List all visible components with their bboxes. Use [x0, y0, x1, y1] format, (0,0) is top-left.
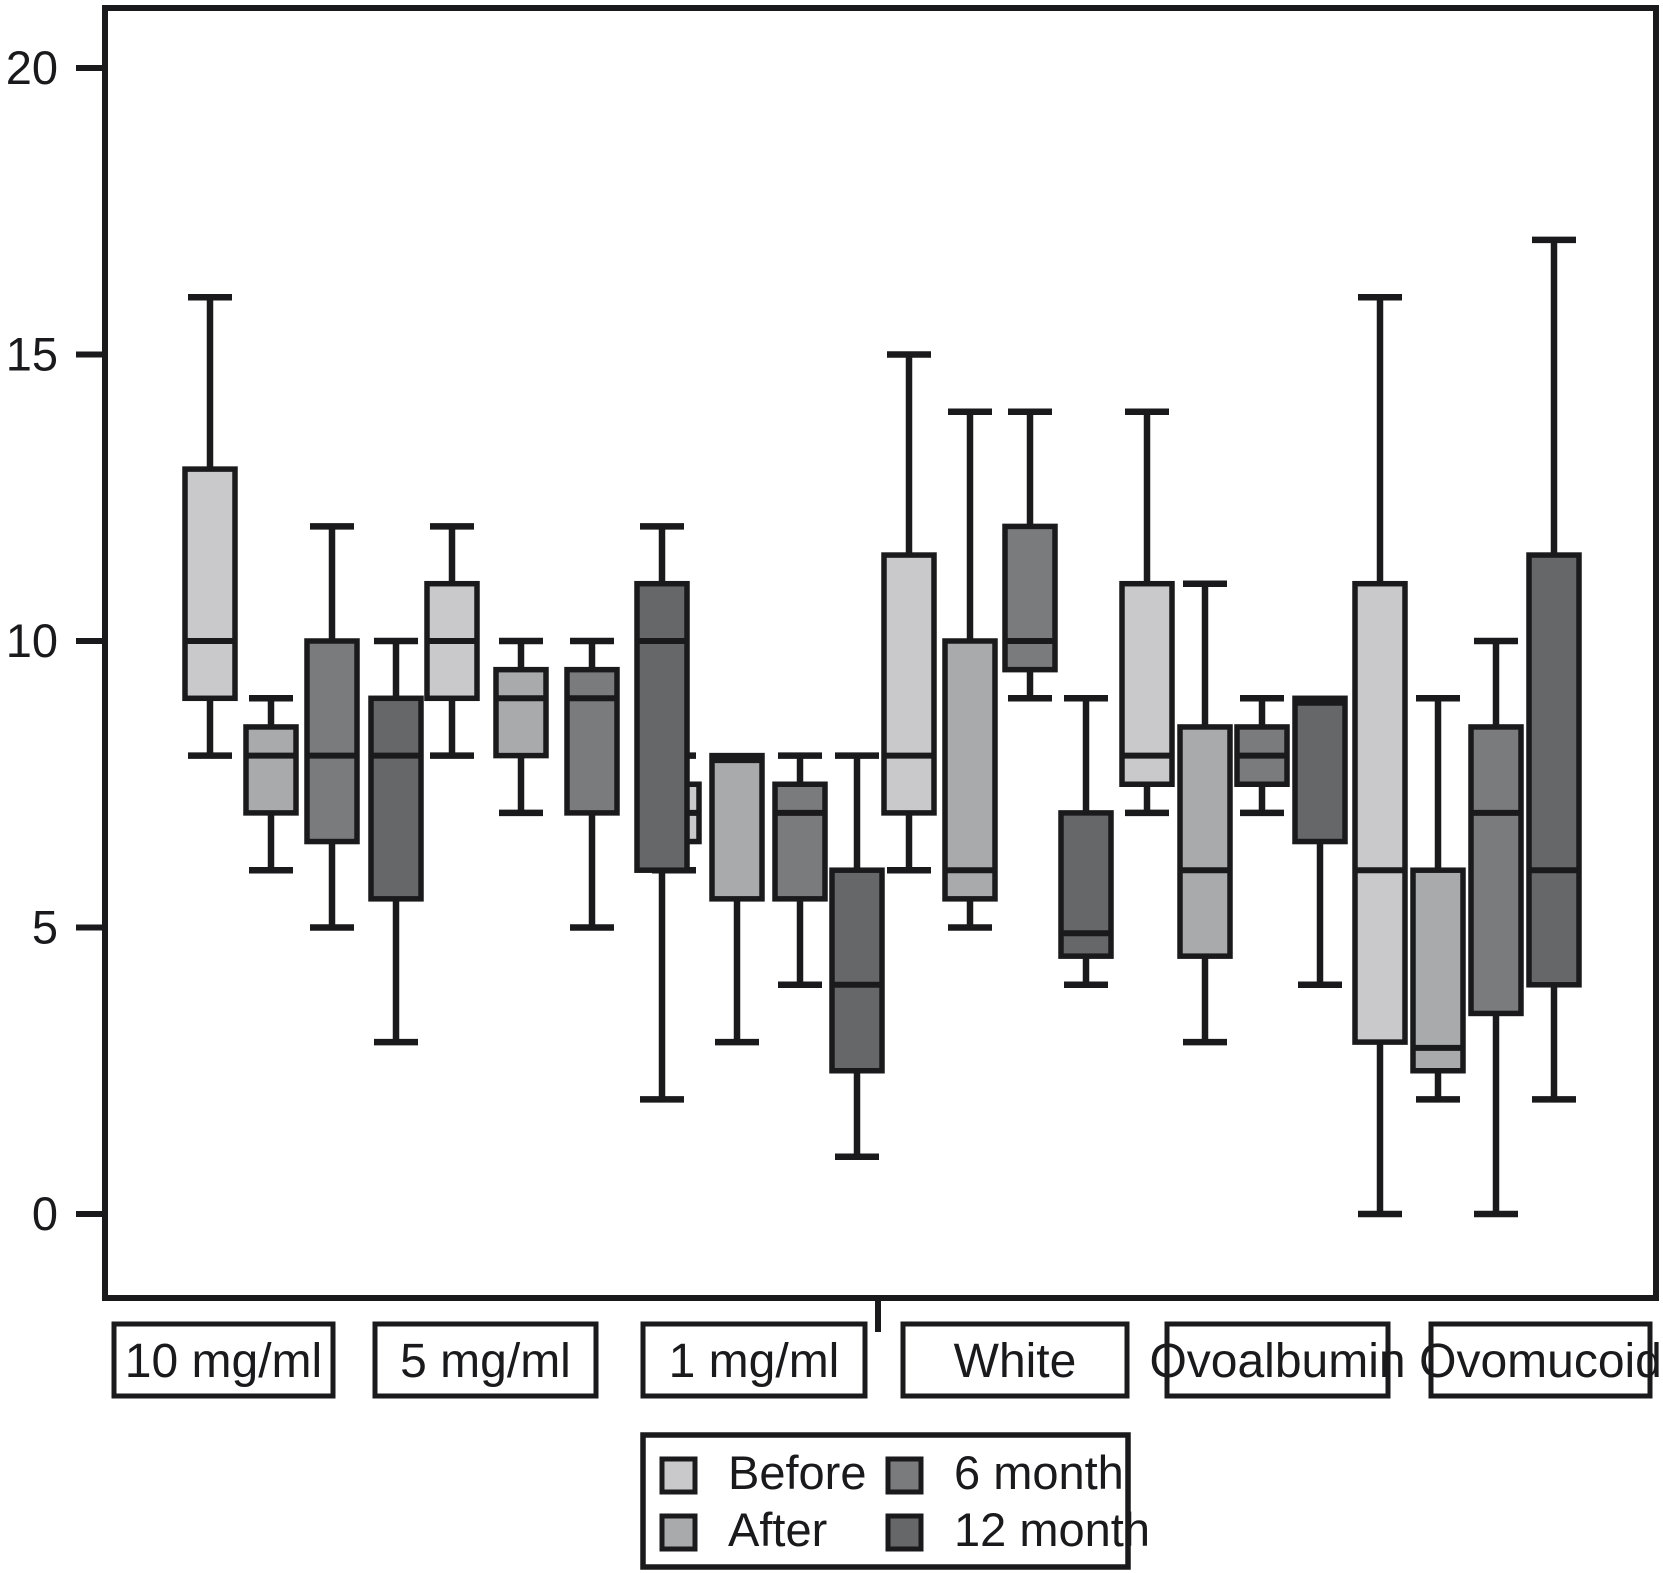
box-rect [942, 638, 998, 902]
category-label: 10 mg/ml [125, 1335, 322, 1388]
box-rect [829, 867, 885, 1074]
box-6-month-ovomucoid [1468, 637, 1524, 1218]
category-label-box [372, 1321, 599, 1399]
category-label: White [954, 1335, 1077, 1388]
box-before-ovomucoid [1352, 293, 1408, 1218]
box-after-5-mg-ml [493, 637, 549, 817]
box-6-month-1-mg-ml [772, 752, 828, 989]
box-rect [564, 666, 620, 816]
category-label: 5 mg/ml [400, 1335, 571, 1388]
category-label: Ovomucoid [1419, 1335, 1662, 1388]
legend-swatch-before [659, 1456, 698, 1495]
category-label-box [640, 1321, 868, 1399]
y-axis-tick-label: 20 [6, 41, 58, 94]
box-12-month-white [1058, 695, 1114, 989]
box-before-10-mg-ml [182, 293, 238, 759]
box-12-month-10-mg-ml [368, 637, 424, 1046]
box-rect [772, 781, 828, 902]
box-12-month-5-mg-ml [634, 523, 690, 1103]
category-label-box [1428, 1321, 1653, 1399]
legend-swatch-6-month [885, 1456, 924, 1495]
box-rect [1410, 867, 1466, 1074]
box-rect [493, 666, 549, 759]
box-after-10-mg-ml [243, 695, 299, 874]
box-rect [1352, 580, 1408, 1045]
box-rect [1119, 580, 1175, 788]
box-before-white [881, 351, 937, 874]
legend-swatch-after [659, 1513, 698, 1552]
legend-label: After [728, 1503, 827, 1556]
box-after-1-mg-ml [709, 752, 765, 1046]
box-6-month-5-mg-ml [564, 637, 620, 931]
y-axis-tick-label: 5 [32, 901, 58, 954]
box-rect [634, 580, 690, 873]
category-label-box [111, 1321, 336, 1399]
box-rect [709, 752, 765, 902]
legend-label: Before [728, 1446, 866, 1499]
box-rect [1002, 523, 1058, 673]
box-rect [304, 638, 360, 845]
box-before-5-mg-ml [424, 523, 480, 759]
box-rect [1526, 552, 1582, 988]
y-axis-tick-label: 0 [32, 1187, 58, 1240]
box-6-month-white [1002, 408, 1058, 702]
box-rect [368, 695, 424, 902]
y-axis-tick-label: 10 [6, 614, 58, 667]
box-6-month-ovoalbumin [1234, 695, 1290, 817]
box-6-month-10-mg-ml [304, 523, 360, 931]
category-label-box [900, 1321, 1130, 1399]
box-rect [1292, 695, 1348, 845]
legend-swatch-12-month [885, 1513, 924, 1552]
box-rect [1468, 724, 1524, 1017]
box-after-white [942, 408, 998, 931]
box-12-month-1-mg-ml [829, 752, 885, 1160]
box-before-ovoalbumin [1119, 408, 1175, 817]
box-rect [243, 724, 299, 816]
category-label-box [1164, 1321, 1391, 1399]
category-label: 1 mg/ml [669, 1335, 840, 1388]
legend-label: 6 month [954, 1446, 1124, 1499]
box-after-ovomucoid [1410, 695, 1466, 1103]
box-after-ovoalbumin [1177, 580, 1233, 1046]
box-12-month-ovomucoid [1526, 236, 1582, 1103]
box-rect [1177, 724, 1233, 959]
category-label: Ovoalbumin [1149, 1335, 1405, 1388]
legend-label: 12 month [954, 1503, 1150, 1556]
y-axis-tick-label: 15 [6, 328, 58, 381]
box-12-month-ovoalbumin [1292, 695, 1348, 989]
box-rect [182, 466, 238, 702]
box-rect [881, 552, 937, 816]
